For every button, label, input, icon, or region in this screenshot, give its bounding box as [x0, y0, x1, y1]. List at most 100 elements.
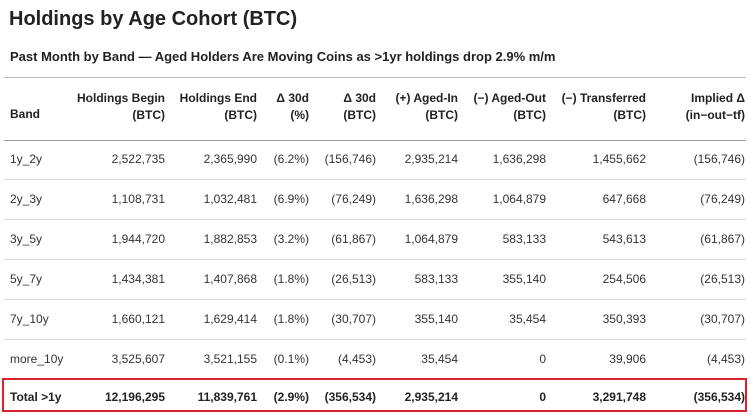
column-header-line: (in−out−tf) — [685, 108, 745, 122]
column-header-line: (BTC) — [224, 108, 257, 122]
column-header-band: Band — [10, 106, 40, 123]
cell-delta-btc: (30,707) — [331, 312, 376, 326]
cell-holdings-end: 2,365,990 — [203, 152, 257, 166]
column-header-line: Holdings End — [179, 91, 257, 105]
column-header-line: Implied Δ — [691, 91, 745, 105]
cell-delta-pct: (0.1%) — [273, 352, 309, 366]
cell-band: 5y_7y — [10, 272, 43, 286]
total-cell-holdings-end: 11,839,761 — [197, 390, 257, 404]
total-cell-delta-btc: (356,534) — [324, 390, 376, 404]
cell-aged-out: 583,133 — [502, 232, 546, 246]
table-row: more_10y 3,525,607 3,521,155 (0.1%) (4,453) 3… — [4, 340, 746, 380]
cell-holdings-begin: 2,522,735 — [111, 152, 165, 166]
cell-aged-out: 1,064,879 — [492, 192, 546, 206]
column-header-line: (BTC) — [513, 108, 546, 122]
cell-delta-pct: (1.8%) — [273, 312, 309, 326]
cell-transferred: 1,455,662 — [592, 152, 646, 166]
table-row: 1y_2y 2,522,735 2,365,990 (6.2%) (156,746) 2,… — [4, 140, 746, 180]
cell-band: more_10y — [10, 352, 64, 366]
column-header-line: (BTC) — [343, 108, 376, 122]
cell-implied-delta: (76,249) — [700, 192, 745, 206]
cell-delta-pct: (3.2%) — [273, 232, 309, 246]
column-header-line: Holdings Begin — [77, 91, 165, 105]
column-header-line: (−) Transferred — [561, 91, 646, 105]
cell-delta-btc: (4,453) — [337, 352, 376, 366]
cell-delta-btc: (76,249) — [331, 192, 376, 206]
cell-transferred: 39,906 — [609, 352, 646, 366]
column-header-aged-in: (+) Aged-In (BTC) — [395, 90, 458, 124]
cell-holdings-begin: 1,944,720 — [111, 232, 165, 246]
cell-implied-delta: (26,513) — [700, 272, 745, 286]
cell-implied-delta: (156,746) — [693, 152, 745, 166]
cell-delta-btc: (156,746) — [324, 152, 376, 166]
column-header-holdings-begin: Holdings Begin (BTC) — [77, 90, 165, 124]
cell-band: 7y_10y — [10, 312, 49, 326]
cell-delta-btc: (61,867) — [331, 232, 376, 246]
cell-holdings-end: 3,521,155 — [203, 352, 257, 366]
cell-implied-delta: (4,453) — [706, 352, 745, 366]
column-header-line: (%) — [290, 108, 309, 122]
table-row: 5y_7y 1,434,381 1,407,868 (1.8%) (26,513) 583… — [4, 260, 746, 300]
cell-band: 2y_3y — [10, 192, 43, 206]
cell-holdings-end: 1,882,853 — [203, 232, 257, 246]
total-cell-implied-delta: (356,534) — [693, 390, 745, 404]
table-top-border — [4, 77, 746, 78]
column-header-delta-btc: Δ 30d (BTC) — [343, 90, 376, 124]
table-row: 2y_3y 1,108,731 1,032,481 (6.9%) (76,249) 1,6… — [4, 180, 746, 220]
column-header-line: (BTC) — [613, 108, 646, 122]
cell-holdings-end: 1,407,868 — [203, 272, 257, 286]
column-header-transferred: (−) Transferred (BTC) — [562, 90, 646, 124]
cell-aged-in: 2,935,214 — [404, 152, 458, 166]
cell-aged-in: 583,133 — [414, 272, 458, 286]
total-cell-holdings-begin: 12,196,295 — [104, 390, 165, 404]
table-row: 7y_10y 1,660,121 1,629,414 (1.8%) (30,707) 35… — [4, 300, 746, 340]
cell-implied-delta: (30,707) — [700, 312, 745, 326]
cell-holdings-begin: 3,525,607 — [111, 352, 165, 366]
cell-band: 3y_5y — [10, 232, 43, 246]
column-header-line: Band — [10, 107, 40, 121]
cell-transferred: 350,393 — [602, 312, 646, 326]
column-header-line: (BTC) — [425, 108, 458, 122]
cell-transferred: 543,613 — [602, 232, 646, 246]
cell-holdings-end: 1,629,414 — [203, 312, 257, 326]
cell-holdings-begin: 1,660,121 — [111, 312, 165, 326]
column-header-line: Δ 30d — [343, 91, 376, 105]
cell-holdings-end: 1,032,481 — [203, 192, 257, 206]
column-header-line: (+) Aged-In — [395, 91, 458, 105]
cell-aged-in: 35,454 — [421, 352, 458, 366]
total-cell-delta-pct: (2.9%) — [273, 390, 309, 404]
cell-aged-in: 1,636,298 — [404, 192, 458, 206]
cell-band: 1y_2y — [10, 152, 43, 166]
cell-implied-delta: (61,867) — [700, 232, 745, 246]
column-header-line: (−) Aged-Out — [473, 91, 546, 105]
table-header-row: Band Holdings Begin (BTC) Holdings End (BTC)… — [4, 78, 746, 141]
total-cell-aged-out: 0 — [539, 390, 546, 404]
column-header-line: (BTC) — [132, 108, 165, 122]
cell-aged-out: 0 — [539, 352, 546, 366]
cell-aged-in: 355,140 — [414, 312, 458, 326]
table-total-row: Total >1y 12,196,295 11,839,761 (2.9%) (356,… — [4, 380, 746, 414]
page-subtitle: Past Month by Band — Aged Holders Are Mo… — [10, 49, 556, 64]
table-row: 3y_5y 1,944,720 1,882,853 (3.2%) (61,867) 1,0… — [4, 220, 746, 260]
cell-aged-out: 1,636,298 — [492, 152, 546, 166]
cell-delta-pct: (6.9%) — [273, 192, 309, 206]
cell-aged-in: 1,064,879 — [404, 232, 458, 246]
total-cell-band: Total >1y — [10, 390, 62, 404]
column-header-line: Δ 30d — [276, 91, 309, 105]
total-cell-aged-in: 2,935,214 — [404, 390, 458, 404]
column-header-implied-delta: Implied Δ (in−out−tf) — [686, 90, 745, 124]
cell-aged-out: 35,454 — [509, 312, 546, 326]
column-header-aged-out: (−) Aged-Out (BTC) — [473, 90, 546, 124]
cell-transferred: 254,506 — [602, 272, 646, 286]
cell-delta-pct: (6.2%) — [273, 152, 309, 166]
cell-holdings-begin: 1,108,731 — [111, 192, 165, 206]
page-title: Holdings by Age Cohort (BTC) — [9, 8, 298, 30]
cell-holdings-begin: 1,434,381 — [111, 272, 165, 286]
column-header-holdings-end: Holdings End (BTC) — [180, 90, 257, 124]
cell-aged-out: 355,140 — [502, 272, 546, 286]
cell-delta-btc: (26,513) — [331, 272, 376, 286]
column-header-delta-pct: Δ 30d (%) — [276, 90, 309, 124]
cell-delta-pct: (1.8%) — [273, 272, 309, 286]
cell-transferred: 647,668 — [602, 192, 646, 206]
total-cell-transferred: 3,291,748 — [592, 390, 646, 404]
